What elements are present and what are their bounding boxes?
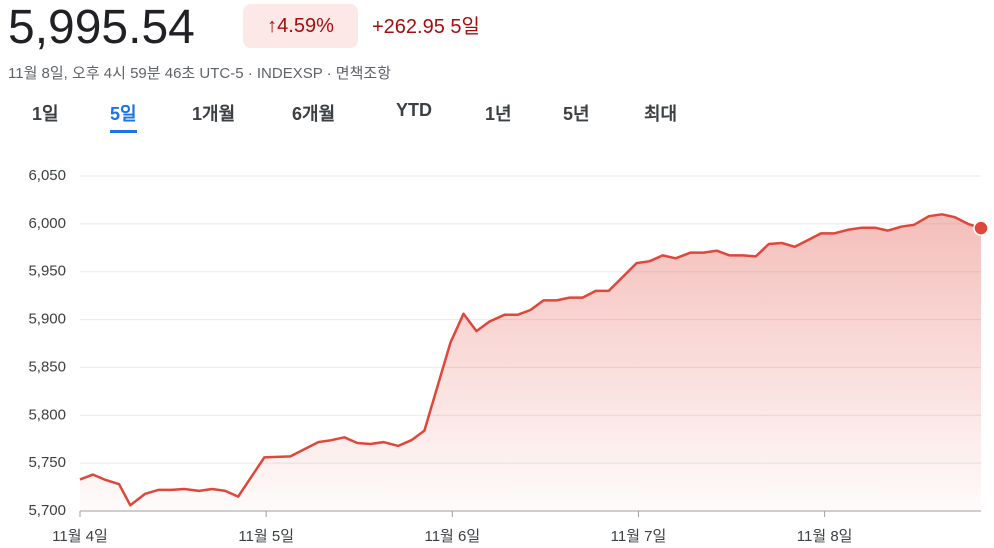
x-tick-label: 11월 4일 xyxy=(52,528,108,545)
y-tick-label: 6,050 xyxy=(28,167,66,184)
change: +262.95 5일 xyxy=(372,10,480,39)
range-tab[interactable]: 최대 xyxy=(644,104,678,124)
range-tab[interactable]: 5일 xyxy=(110,100,137,133)
x-tick-label: 11월 6일 xyxy=(424,528,480,545)
line xyxy=(79,213,982,507)
y-tick-label: 5,950 xyxy=(28,263,66,280)
change-value: +262.95 xyxy=(372,16,445,38)
x-tick-label: 11월 5일 xyxy=(238,528,294,545)
y-tick-label: 5,900 xyxy=(28,311,66,328)
y-tick-label: 5,750 xyxy=(28,454,66,471)
y-tick-label: 5,800 xyxy=(28,406,66,423)
x-tick-label: 11월 8일 xyxy=(797,528,853,545)
percent-change: 4.59% xyxy=(277,15,334,37)
subtitle: 11월 8일, 오후 4시 59분 46초 UTC-5 · INDEXSP · … xyxy=(8,65,392,82)
percent-badge: ↑4.59% xyxy=(243,4,358,48)
change-period: 5일 xyxy=(450,16,480,38)
price: 5,995.54 xyxy=(8,1,195,54)
range-tab[interactable]: 6개월 xyxy=(292,104,336,124)
x-tick-label: 11월 7일 xyxy=(611,528,667,545)
arrow-icon: ↑ xyxy=(267,15,278,37)
range-tab[interactable]: 1일 xyxy=(32,104,59,124)
y-tick-label: 5,700 xyxy=(28,502,66,519)
area xyxy=(80,214,981,512)
range-tab[interactable]: 1개월 xyxy=(192,104,236,124)
last-point xyxy=(973,220,989,236)
range-tab[interactable]: YTD xyxy=(396,100,432,120)
range-tab[interactable]: 5년 xyxy=(563,104,590,124)
y-tick-label: 6,000 xyxy=(28,215,66,232)
range-tab[interactable]: 1년 xyxy=(485,104,512,124)
y-tick-label: 5,850 xyxy=(28,358,66,375)
